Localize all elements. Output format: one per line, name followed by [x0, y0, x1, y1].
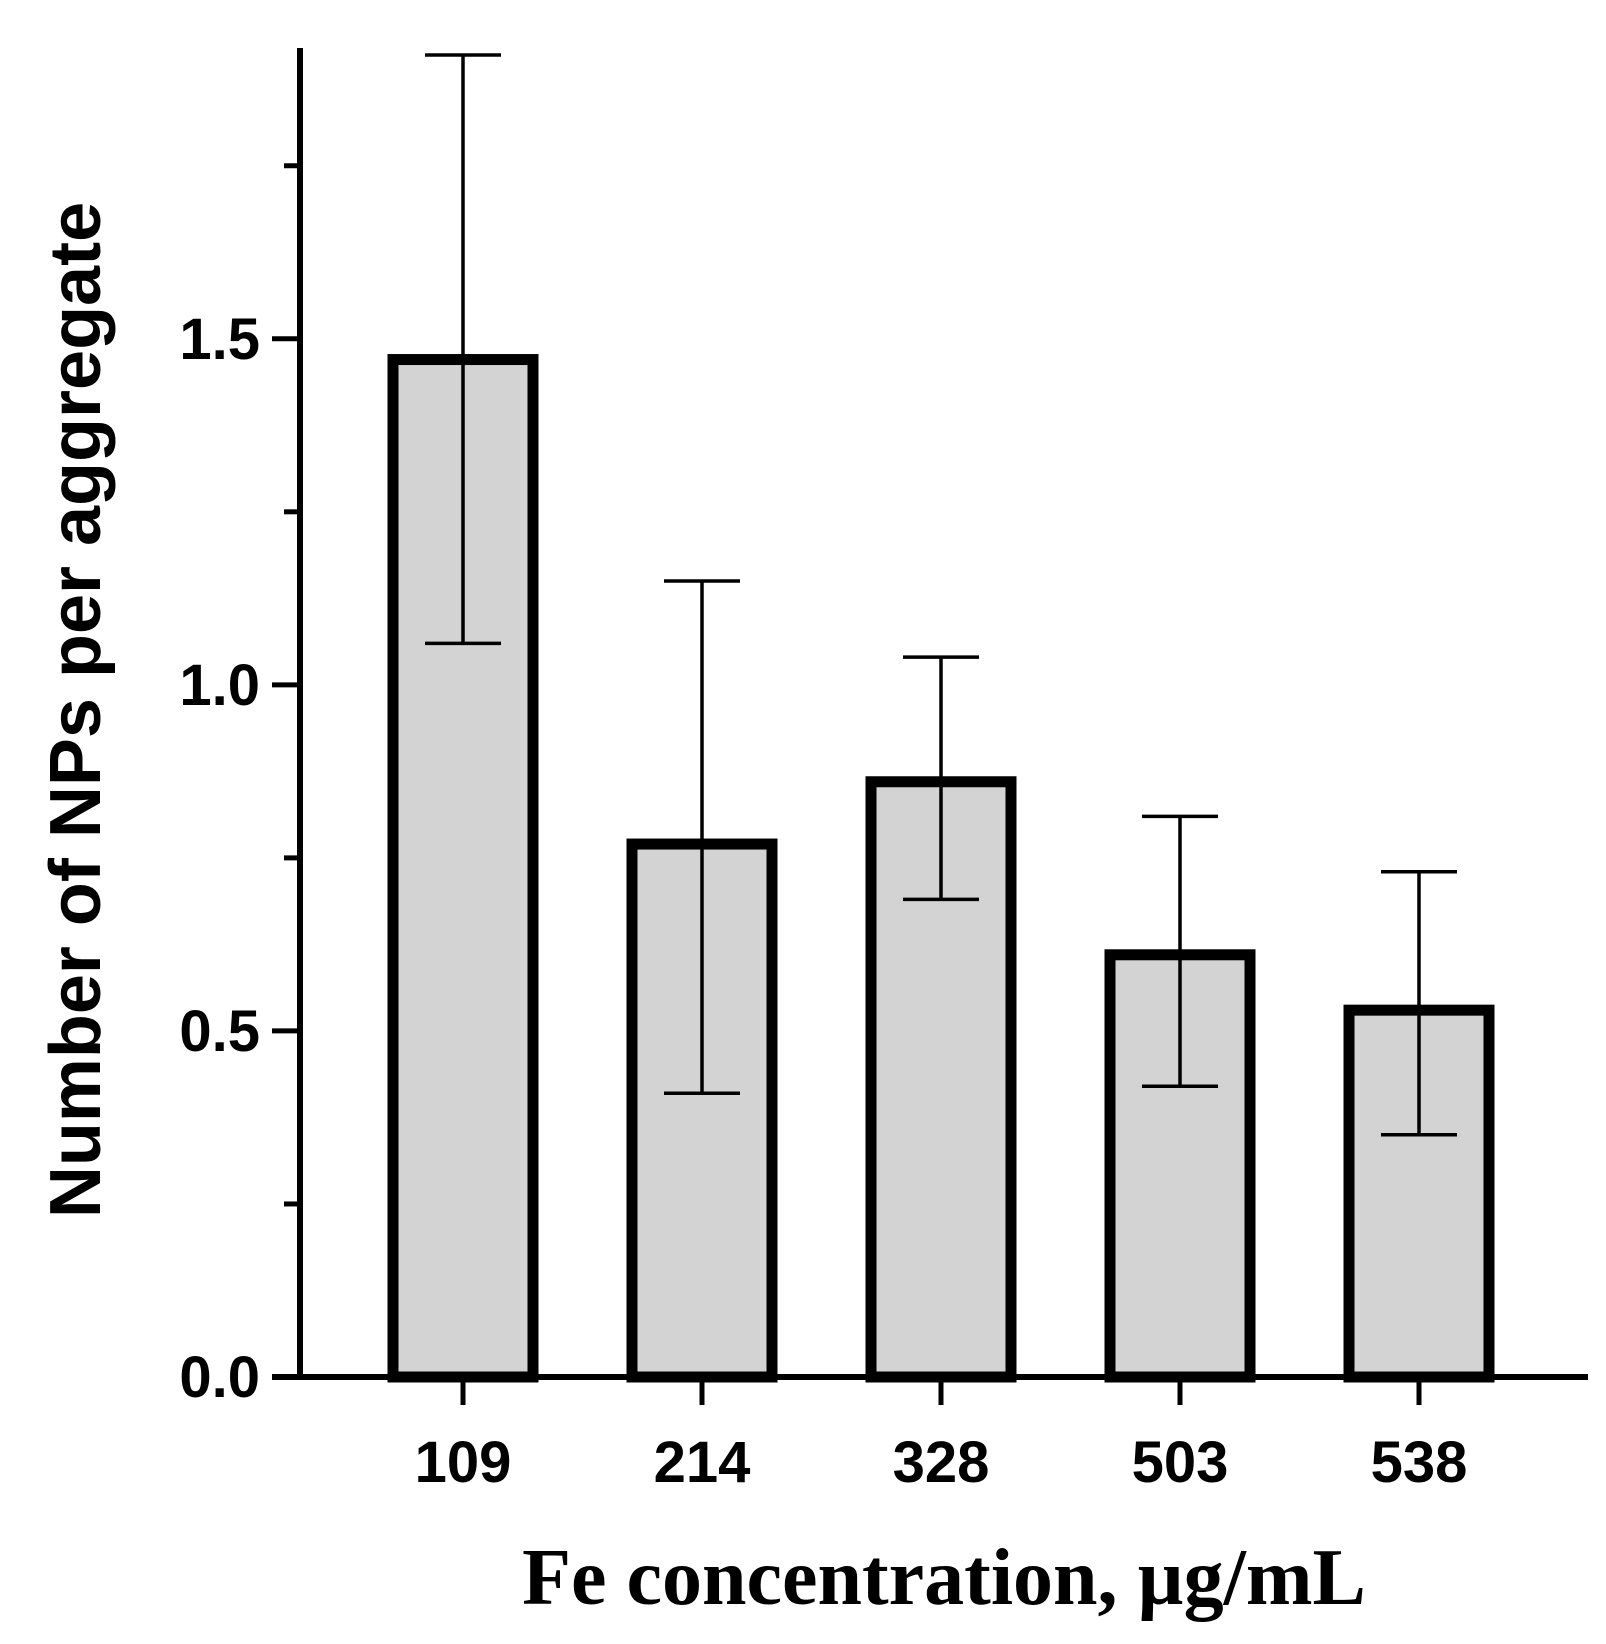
error-bar-109 [425, 53, 501, 646]
y-tick-label: 1.0 [179, 653, 260, 718]
y-tick-label: 0.5 [179, 999, 260, 1064]
y-ticks-group: 0.0 0.5 1.0 1.5 [179, 163, 300, 1410]
error-bar-214 [664, 579, 740, 1095]
error-bar-328 [903, 655, 979, 902]
y-axis-label: Number of NPs per aggregate [36, 202, 116, 1218]
x-axis-label: Fe concentration, µg/mL [522, 1534, 1366, 1622]
y-tick-label: 0.0 [179, 1345, 260, 1410]
x-ticks-group: 109 214 328 503 538 [415, 1377, 1468, 1495]
x-tick-label: 328 [893, 1430, 990, 1495]
y-tick-label: 1.5 [179, 307, 260, 372]
error-bar-503 [1142, 814, 1218, 1089]
axes-group [272, 48, 1588, 1380]
x-tick-label: 538 [1371, 1430, 1468, 1495]
x-tick-label: 503 [1132, 1430, 1229, 1495]
error-bar-538 [1381, 869, 1457, 1137]
error-bars-group [425, 53, 1457, 1137]
x-tick-label: 214 [654, 1430, 751, 1495]
bar-503 [1104, 949, 1256, 1383]
x-tick-label: 109 [415, 1430, 512, 1495]
